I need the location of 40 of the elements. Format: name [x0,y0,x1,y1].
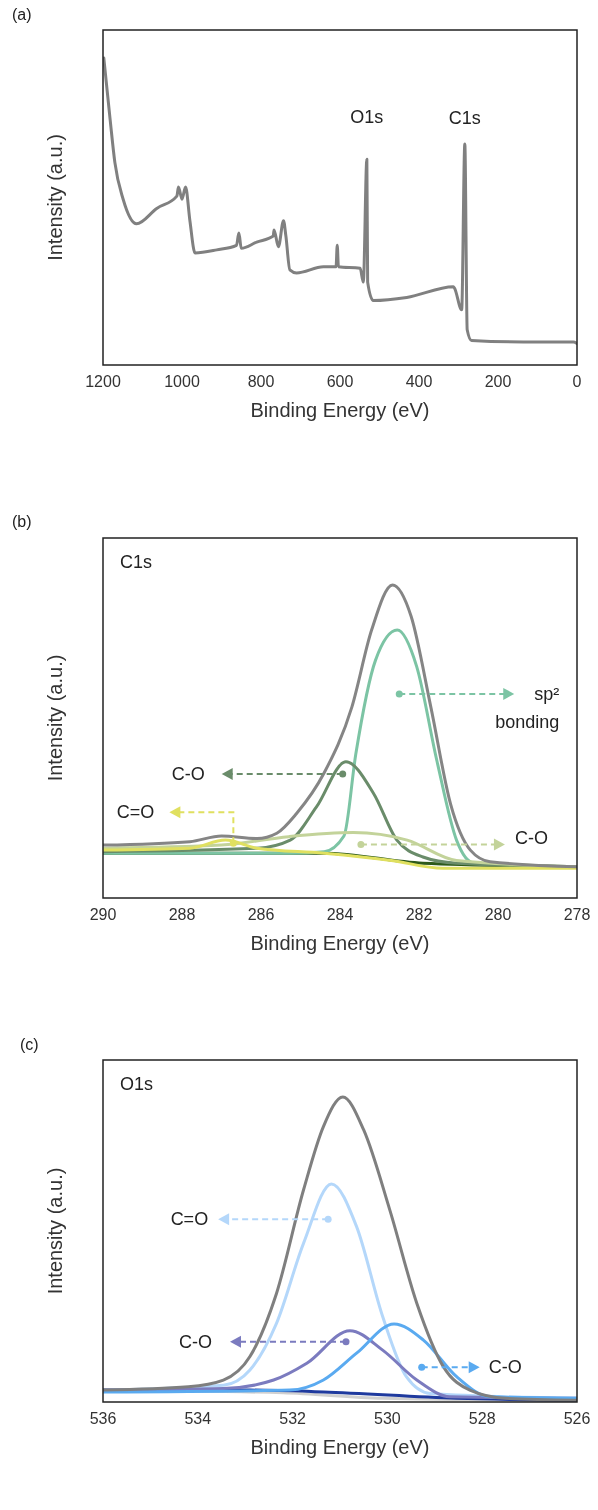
chart-subtitle: O1s [120,1074,154,1094]
chart-title: (c) [20,1036,39,1053]
annotation: C-O [171,764,205,784]
x-tick-label: 288 [168,906,196,923]
x-tick-label: 278 [563,906,591,923]
x-tick-label: 1000 [164,373,200,390]
x-axis-title: Binding Energy (eV) [250,1436,430,1458]
x-tick-label: 532 [279,1410,307,1427]
x-axis-title: Binding Energy (eV) [250,399,430,421]
x-tick-label: 284 [326,906,354,923]
chart-subtitle: C1s [120,552,153,572]
y-axis-title: Intensity (a.u.) [44,1167,66,1295]
x-tick-label: 1200 [85,373,121,390]
annotation: C1s [448,107,481,128]
x-tick-label: 286 [247,906,275,923]
x-tick-label: 200 [484,373,512,390]
x-tick-label: 0 [572,373,582,390]
annotation: C-O [179,1331,212,1352]
x-tick-label: 282 [405,906,433,923]
x-tick-label: 600 [326,373,354,390]
chart-title: (a) [12,6,32,23]
x-tick-label: 536 [89,1410,117,1427]
x-tick-label: 800 [247,373,275,390]
annotation: C=O [116,802,155,823]
annotation: C-O [514,828,548,849]
x-tick-label: 530 [374,1410,401,1427]
annotation: sp² bonding [495,683,560,732]
x-tick-label: 528 [468,1410,496,1427]
y-axis-title: Intensity (a.u.) [44,134,66,261]
x-tick-label: 280 [484,906,512,923]
chart-title: (b) [12,513,32,530]
x-tick-label: 526 [563,1410,591,1427]
annotation: O1s [350,107,384,128]
x-tick-label: 534 [184,1410,212,1427]
annotation: C-O [488,1357,522,1378]
x-tick-label: 290 [89,906,117,923]
y-axis-title: Intensity (a.u.) [44,654,66,782]
annotation: C=O [170,1209,209,1230]
x-axis-title: Binding Energy (eV) [250,932,430,954]
x-tick-label: 400 [405,373,433,390]
